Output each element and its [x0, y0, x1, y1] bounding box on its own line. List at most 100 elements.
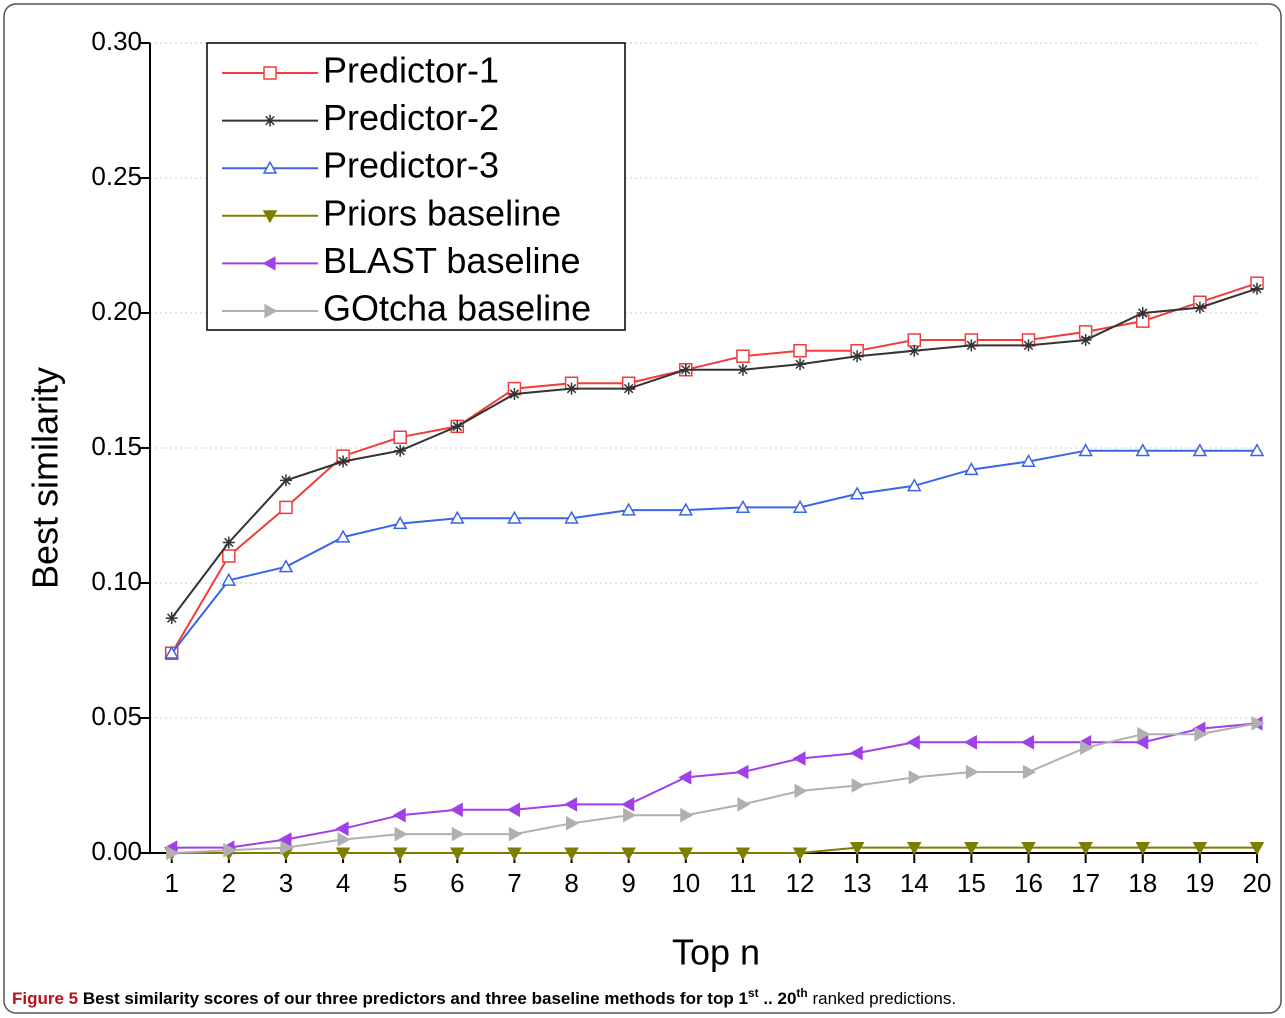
- data-point: [1022, 764, 1037, 780]
- legend-marker: [262, 160, 278, 174]
- data-point: [564, 847, 579, 861]
- legend-label: GOtcha baseline: [323, 288, 591, 329]
- x-tick-label: 4: [336, 868, 350, 898]
- data-point: [1078, 842, 1093, 856]
- data-point: [908, 770, 922, 785]
- data-point: [621, 797, 635, 812]
- x-tick-label: 6: [450, 868, 464, 898]
- x-tick-label: 19: [1185, 868, 1214, 898]
- x-tick-label: 7: [507, 868, 521, 898]
- data-point: [221, 572, 237, 586]
- y-tick-label: 0.05: [91, 701, 142, 731]
- data-point: [335, 529, 351, 543]
- data-point: [1135, 842, 1151, 856]
- x-tick-label: 9: [621, 868, 635, 898]
- data-point: [278, 832, 292, 847]
- data-point: [621, 847, 636, 861]
- data-point: [679, 363, 692, 376]
- x-tick-label: 8: [564, 868, 578, 898]
- data-point: [1192, 443, 1208, 457]
- data-point: [394, 444, 407, 457]
- data-point: [907, 333, 922, 347]
- series-line: [171, 846, 1257, 854]
- data-point: [508, 388, 521, 400]
- data-point: [1021, 453, 1036, 468]
- x-tick-label: 12: [786, 868, 815, 898]
- series-line: [171, 722, 1258, 849]
- data-point: [564, 797, 578, 812]
- data-point: [964, 842, 979, 856]
- data-point: [735, 847, 751, 861]
- data-point: [392, 807, 406, 823]
- data-point: [564, 510, 579, 524]
- data-point: [678, 770, 692, 785]
- legend-label: Predictor-3: [323, 145, 499, 186]
- data-point: [1249, 842, 1265, 856]
- data-point: [678, 847, 694, 861]
- data-point: [1078, 443, 1093, 457]
- data-point: [393, 430, 407, 444]
- data-point: [1022, 339, 1035, 352]
- x-tick-label: 5: [393, 868, 407, 898]
- data-point: [337, 832, 351, 847]
- data-point: [621, 502, 636, 516]
- data-point: [965, 339, 978, 352]
- data-point: [223, 843, 237, 858]
- data-point: [793, 344, 807, 358]
- x-tick-label: 20: [1243, 868, 1272, 898]
- data-point: [907, 478, 922, 492]
- data-point: [792, 499, 808, 513]
- data-point: [280, 840, 294, 855]
- y-tick-label: 0.20: [91, 296, 142, 326]
- data-point: [164, 645, 179, 659]
- data-point: [849, 745, 863, 761]
- data-point: [1136, 307, 1149, 319]
- data-point: [1020, 735, 1035, 750]
- caption-label: Figure 5: [12, 989, 78, 1008]
- data-point: [1251, 282, 1263, 295]
- legend-marker: [262, 256, 276, 271]
- legend-label: Priors baseline: [323, 192, 561, 233]
- data-point: [335, 821, 349, 836]
- series-line: [170, 282, 1258, 654]
- x-tick-label: 14: [900, 868, 929, 898]
- legend-marker: [264, 114, 276, 127]
- data-point: [337, 455, 350, 468]
- data-point: [680, 807, 694, 823]
- data-point: [792, 847, 808, 861]
- data-point: [1193, 301, 1206, 314]
- data-point: [1194, 726, 1208, 742]
- data-point: [1249, 443, 1265, 457]
- legend-label: Predictor-2: [323, 97, 499, 138]
- data-point: [964, 462, 979, 476]
- y-tick-label: 0.25: [91, 161, 142, 191]
- data-point: [565, 382, 578, 395]
- y-tick-label: 0.30: [91, 26, 142, 56]
- data-point: [222, 536, 235, 549]
- data-point: [450, 847, 465, 861]
- data-point: [392, 516, 408, 530]
- x-axis-label: Top n: [672, 932, 760, 973]
- frame: [3, 3, 1282, 1014]
- x-tick-label: 17: [1071, 868, 1100, 898]
- data-point: [794, 783, 808, 799]
- data-point: [794, 358, 807, 371]
- data-point: [1080, 740, 1094, 755]
- x-tick-label: 11: [729, 868, 756, 898]
- caption-text: ranked predictions.: [808, 989, 956, 1008]
- data-point: [278, 559, 294, 573]
- data-point: [737, 797, 751, 812]
- x-tick-label: 15: [957, 868, 986, 898]
- data-point: [279, 500, 293, 515]
- data-point: [851, 778, 865, 793]
- data-point: [1021, 842, 1036, 856]
- data-point: [849, 842, 865, 856]
- data-point: [963, 735, 977, 750]
- x-tick-label: 2: [222, 868, 236, 898]
- data-point: [508, 826, 522, 842]
- data-point: [392, 847, 408, 861]
- x-tick-label: 10: [671, 868, 700, 898]
- caption-sup: st: [748, 986, 759, 1000]
- data-point: [849, 486, 865, 500]
